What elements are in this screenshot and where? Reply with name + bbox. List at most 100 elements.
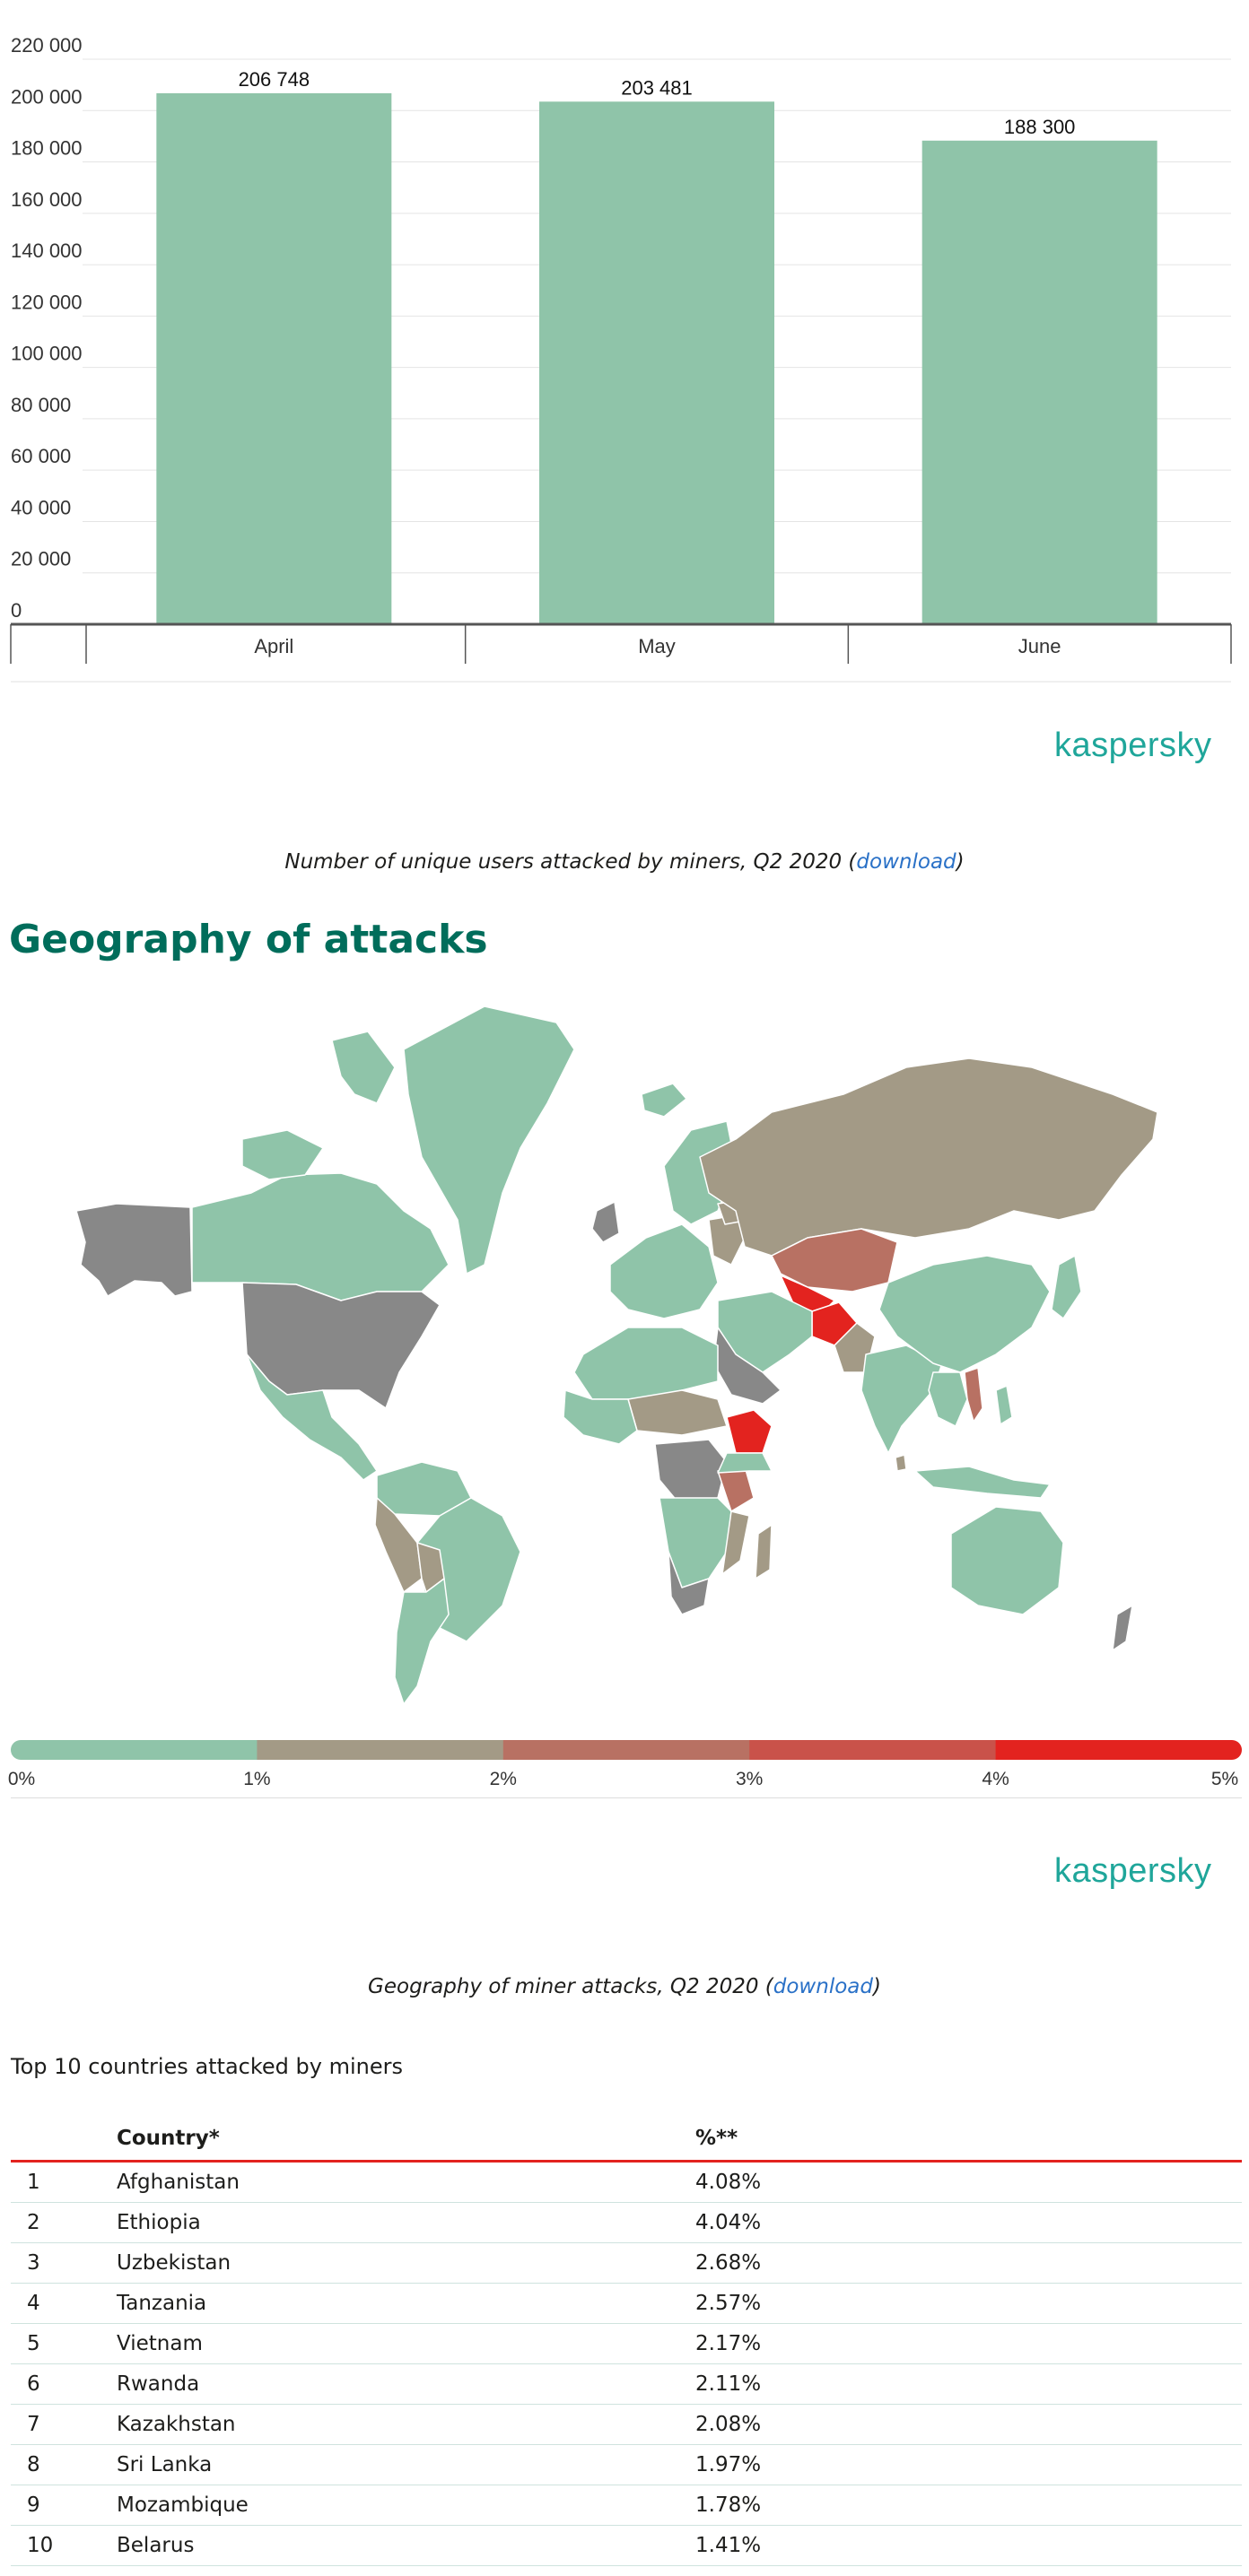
map-region-russia[interactable] — [699, 1057, 1158, 1257]
map-region-madagascar[interactable] — [755, 1524, 773, 1580]
map-region-alaska[interactable] — [75, 1203, 193, 1297]
table-row: 1 Afghanistan 4.08% — [11, 2161, 1242, 2203]
table-title: Top 10 countries attacked by miners — [11, 2054, 404, 2079]
legend-segment — [749, 1740, 997, 1760]
legend-segment — [502, 1740, 751, 1760]
map-region-sri-lanka[interactable] — [895, 1454, 907, 1472]
legend-tick-label: 2% — [489, 1769, 517, 1789]
country-cell: Kazakhstan — [117, 2404, 695, 2445]
country-cell: Rwanda — [117, 2363, 695, 2405]
bar[interactable] — [156, 92, 392, 624]
map-region-canada[interactable] — [191, 1172, 450, 1301]
map-region-argentina-chile[interactable] — [394, 1578, 450, 1705]
y-tick-label: 160 000 — [11, 188, 83, 211]
map-region-north-africa[interactable] — [573, 1327, 719, 1400]
map-region-greenland[interactable] — [403, 1005, 575, 1275]
header-country: Country* — [117, 2117, 695, 2163]
map-caption-text: Geography of miner attacks, Q2 2020 ( — [368, 1975, 773, 1998]
map-download-link[interactable]: download — [773, 1975, 873, 1998]
table-body: 1 Afghanistan 4.08% 2 Ethiopia 4.04% 3 Uzbekist… — [11, 2161, 1242, 2566]
bar[interactable] — [539, 101, 774, 625]
x-tick-label: April — [254, 635, 293, 657]
map-region-central-africa[interactable] — [654, 1439, 728, 1508]
kaspersky-logo: kaspersky — [1054, 727, 1212, 764]
y-tick-label: 200 000 — [11, 85, 83, 108]
rank-cell: 1 — [11, 2161, 117, 2203]
table-row: 9 Mozambique 1.78% — [11, 2485, 1242, 2526]
rank-cell: 8 — [11, 2444, 117, 2485]
map-caption: Geography of miner attacks, Q2 2020 (dow… — [0, 1975, 1249, 1998]
map-region-china[interactable] — [878, 1255, 1051, 1373]
map-region-new-zealand[interactable] — [1112, 1605, 1133, 1651]
map-region-peru[interactable] — [374, 1497, 423, 1593]
table-row: 10 Belarus 1.41% — [11, 2525, 1242, 2566]
rank-cell: 4 — [11, 2283, 117, 2324]
header-percent: %** — [695, 2117, 1242, 2163]
legend-segment — [11, 1740, 258, 1760]
map-region-mexico[interactable] — [246, 1353, 378, 1481]
y-tick-label: 120 000 — [11, 291, 83, 313]
map-region-arctic-islands[interactable] — [241, 1129, 324, 1180]
map-region-philippines[interactable] — [995, 1385, 1013, 1425]
map-region-indonesia[interactable] — [914, 1466, 1051, 1499]
x-tick-label: June — [1018, 635, 1061, 657]
legend-segment — [257, 1740, 504, 1760]
y-tick-label: 140 000 — [11, 239, 83, 262]
world-map — [75, 1005, 1158, 1705]
x-tick-label: May — [638, 635, 676, 657]
y-tick-label: 0 — [11, 599, 22, 622]
y-tick-label: 60 000 — [11, 445, 71, 467]
rank-cell: 5 — [11, 2323, 117, 2364]
map-region-se-asia[interactable] — [928, 1371, 968, 1427]
map-region-south-africa[interactable] — [668, 1551, 710, 1615]
chart-caption-text: Number of unique users attacked by miner… — [284, 850, 857, 874]
y-tick-label: 220 000 — [11, 34, 83, 57]
map-region-australia[interactable] — [950, 1506, 1064, 1615]
y-tick-label: 100 000 — [11, 343, 83, 365]
rank-cell: 7 — [11, 2404, 117, 2445]
bar-chart: 0 20 000 40 000 60 000 80 000 100 000 120 000 1… — [0, 0, 1249, 700]
table-row: 7 Kazakhstan 2.08% — [11, 2404, 1242, 2445]
section-heading: Geography of attacks — [9, 917, 488, 962]
top-countries-table: Country* %** 1 Afghanistan 4.08% 2 Ethiopia 4… — [11, 2117, 1242, 2566]
country-cell: Ethiopia — [117, 2202, 695, 2243]
country-cell: Uzbekistan — [117, 2242, 695, 2284]
bar[interactable] — [921, 140, 1157, 624]
percent-cell: 2.57% — [695, 2283, 1242, 2324]
table-row: 5 Vietnam 2.17% — [11, 2323, 1242, 2364]
legend-bar — [11, 1740, 1242, 1760]
country-cell: Afghanistan — [117, 2161, 695, 2203]
percent-cell: 4.04% — [695, 2202, 1242, 2243]
map-region-baffin[interactable] — [331, 1031, 396, 1104]
map-caption-suffix: ) — [872, 1975, 881, 1998]
legend-tick-label: 5% — [1210, 1769, 1239, 1789]
rank-cell: 6 — [11, 2363, 117, 2405]
rank-cell: 10 — [11, 2525, 117, 2566]
country-cell: Belarus — [117, 2525, 695, 2566]
chart-download-link[interactable]: download — [856, 850, 956, 874]
percent-cell: 1.97% — [695, 2444, 1242, 2485]
map-region-mozambique[interactable] — [721, 1510, 750, 1575]
percent-cell: 2.68% — [695, 2242, 1242, 2284]
y-tick-label: 20 000 — [11, 548, 71, 570]
percent-cell: 2.17% — [695, 2323, 1242, 2364]
map-region-western-europe[interactable] — [609, 1223, 719, 1319]
map-region-sahel[interactable] — [627, 1389, 728, 1436]
map-region-japan[interactable] — [1051, 1255, 1082, 1319]
map-region-vietnam[interactable] — [964, 1367, 983, 1423]
map-region-west-africa[interactable] — [563, 1389, 638, 1445]
map-region-iceland[interactable] — [641, 1083, 687, 1118]
bar-value-label: 206 748 — [239, 68, 310, 91]
percent-cell: 2.08% — [695, 2404, 1242, 2445]
table-row: 6 Rwanda 2.11% — [11, 2363, 1242, 2405]
legend-tick-label: 4% — [982, 1769, 1009, 1789]
y-tick-label: 40 000 — [11, 496, 71, 518]
country-cell: Vietnam — [117, 2323, 695, 2364]
y-tick-label: 80 000 — [11, 394, 71, 416]
map-region-uk[interactable] — [591, 1201, 620, 1243]
map-region-east-africa[interactable] — [717, 1452, 773, 1474]
country-cell: Mozambique — [117, 2485, 695, 2526]
y-tick-label: 180 000 — [11, 137, 83, 160]
table-row: 8 Sri Lanka 1.97% — [11, 2444, 1242, 2485]
map-region-ethiopia[interactable] — [726, 1409, 773, 1454]
